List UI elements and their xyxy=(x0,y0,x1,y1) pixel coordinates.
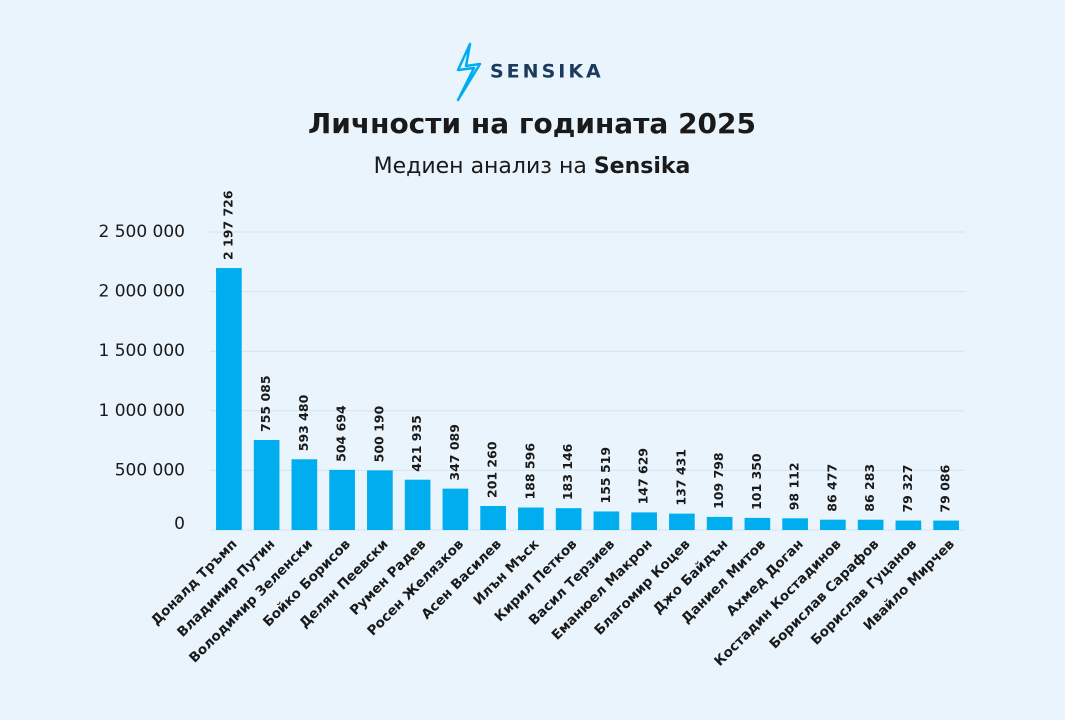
bar xyxy=(782,518,808,530)
bar xyxy=(329,469,355,530)
subtitle-text: Медиен анализ на xyxy=(374,154,587,179)
value-label: 201 260 xyxy=(485,441,500,498)
y-tick-label: 0 xyxy=(174,514,185,534)
subtitle-brand: Sensika xyxy=(594,154,691,179)
bar xyxy=(593,511,620,530)
value-label: 347 089 xyxy=(447,424,462,481)
y-tick-label: 500 000 xyxy=(115,460,185,480)
y-tick-label: 1 500 000 xyxy=(98,341,185,361)
value-label: 188 596 xyxy=(522,443,537,500)
bar xyxy=(820,519,846,530)
value-label: 2 197 726 xyxy=(220,190,235,260)
value-label: 755 085 xyxy=(258,375,273,432)
bar xyxy=(253,439,280,530)
value-label: 500 190 xyxy=(371,406,386,463)
bar xyxy=(442,488,469,530)
value-label: 183 146 xyxy=(560,443,575,500)
value-label: 86 477 xyxy=(824,464,839,512)
value-label: 101 350 xyxy=(749,453,764,510)
y-tick-label: 2 500 000 xyxy=(98,222,185,242)
bar xyxy=(895,520,922,530)
bar xyxy=(669,513,695,530)
value-label: 109 798 xyxy=(711,452,726,509)
value-label: 147 629 xyxy=(636,448,651,505)
bar xyxy=(367,470,393,530)
value-label: 98 112 xyxy=(787,462,802,510)
chart-title: Личности на годината 2025 xyxy=(308,107,756,140)
bar xyxy=(291,459,318,530)
bar xyxy=(706,516,733,530)
value-label: 421 935 xyxy=(409,415,424,472)
value-label: 593 480 xyxy=(296,394,311,451)
bar xyxy=(518,507,544,530)
chart-subtitle: Медиен анализ на Sensika xyxy=(374,154,691,179)
bar xyxy=(933,520,959,530)
bar xyxy=(857,519,884,530)
bar xyxy=(555,508,582,530)
bar xyxy=(631,512,657,530)
y-tick-label: 2 000 000 xyxy=(98,282,185,302)
value-label: 79 086 xyxy=(938,464,953,512)
bar xyxy=(216,268,242,530)
bar xyxy=(480,506,506,530)
y-tick-label: 1 000 000 xyxy=(98,401,185,421)
bar xyxy=(404,479,431,530)
logo: SENSIKA xyxy=(490,61,604,83)
logo-icon xyxy=(456,42,482,102)
value-label: 504 694 xyxy=(334,405,349,462)
value-label: 79 327 xyxy=(900,465,915,513)
value-label: 137 431 xyxy=(673,449,688,506)
bar xyxy=(744,517,771,530)
value-label: 155 519 xyxy=(598,447,613,504)
value-label: 86 283 xyxy=(862,464,877,512)
